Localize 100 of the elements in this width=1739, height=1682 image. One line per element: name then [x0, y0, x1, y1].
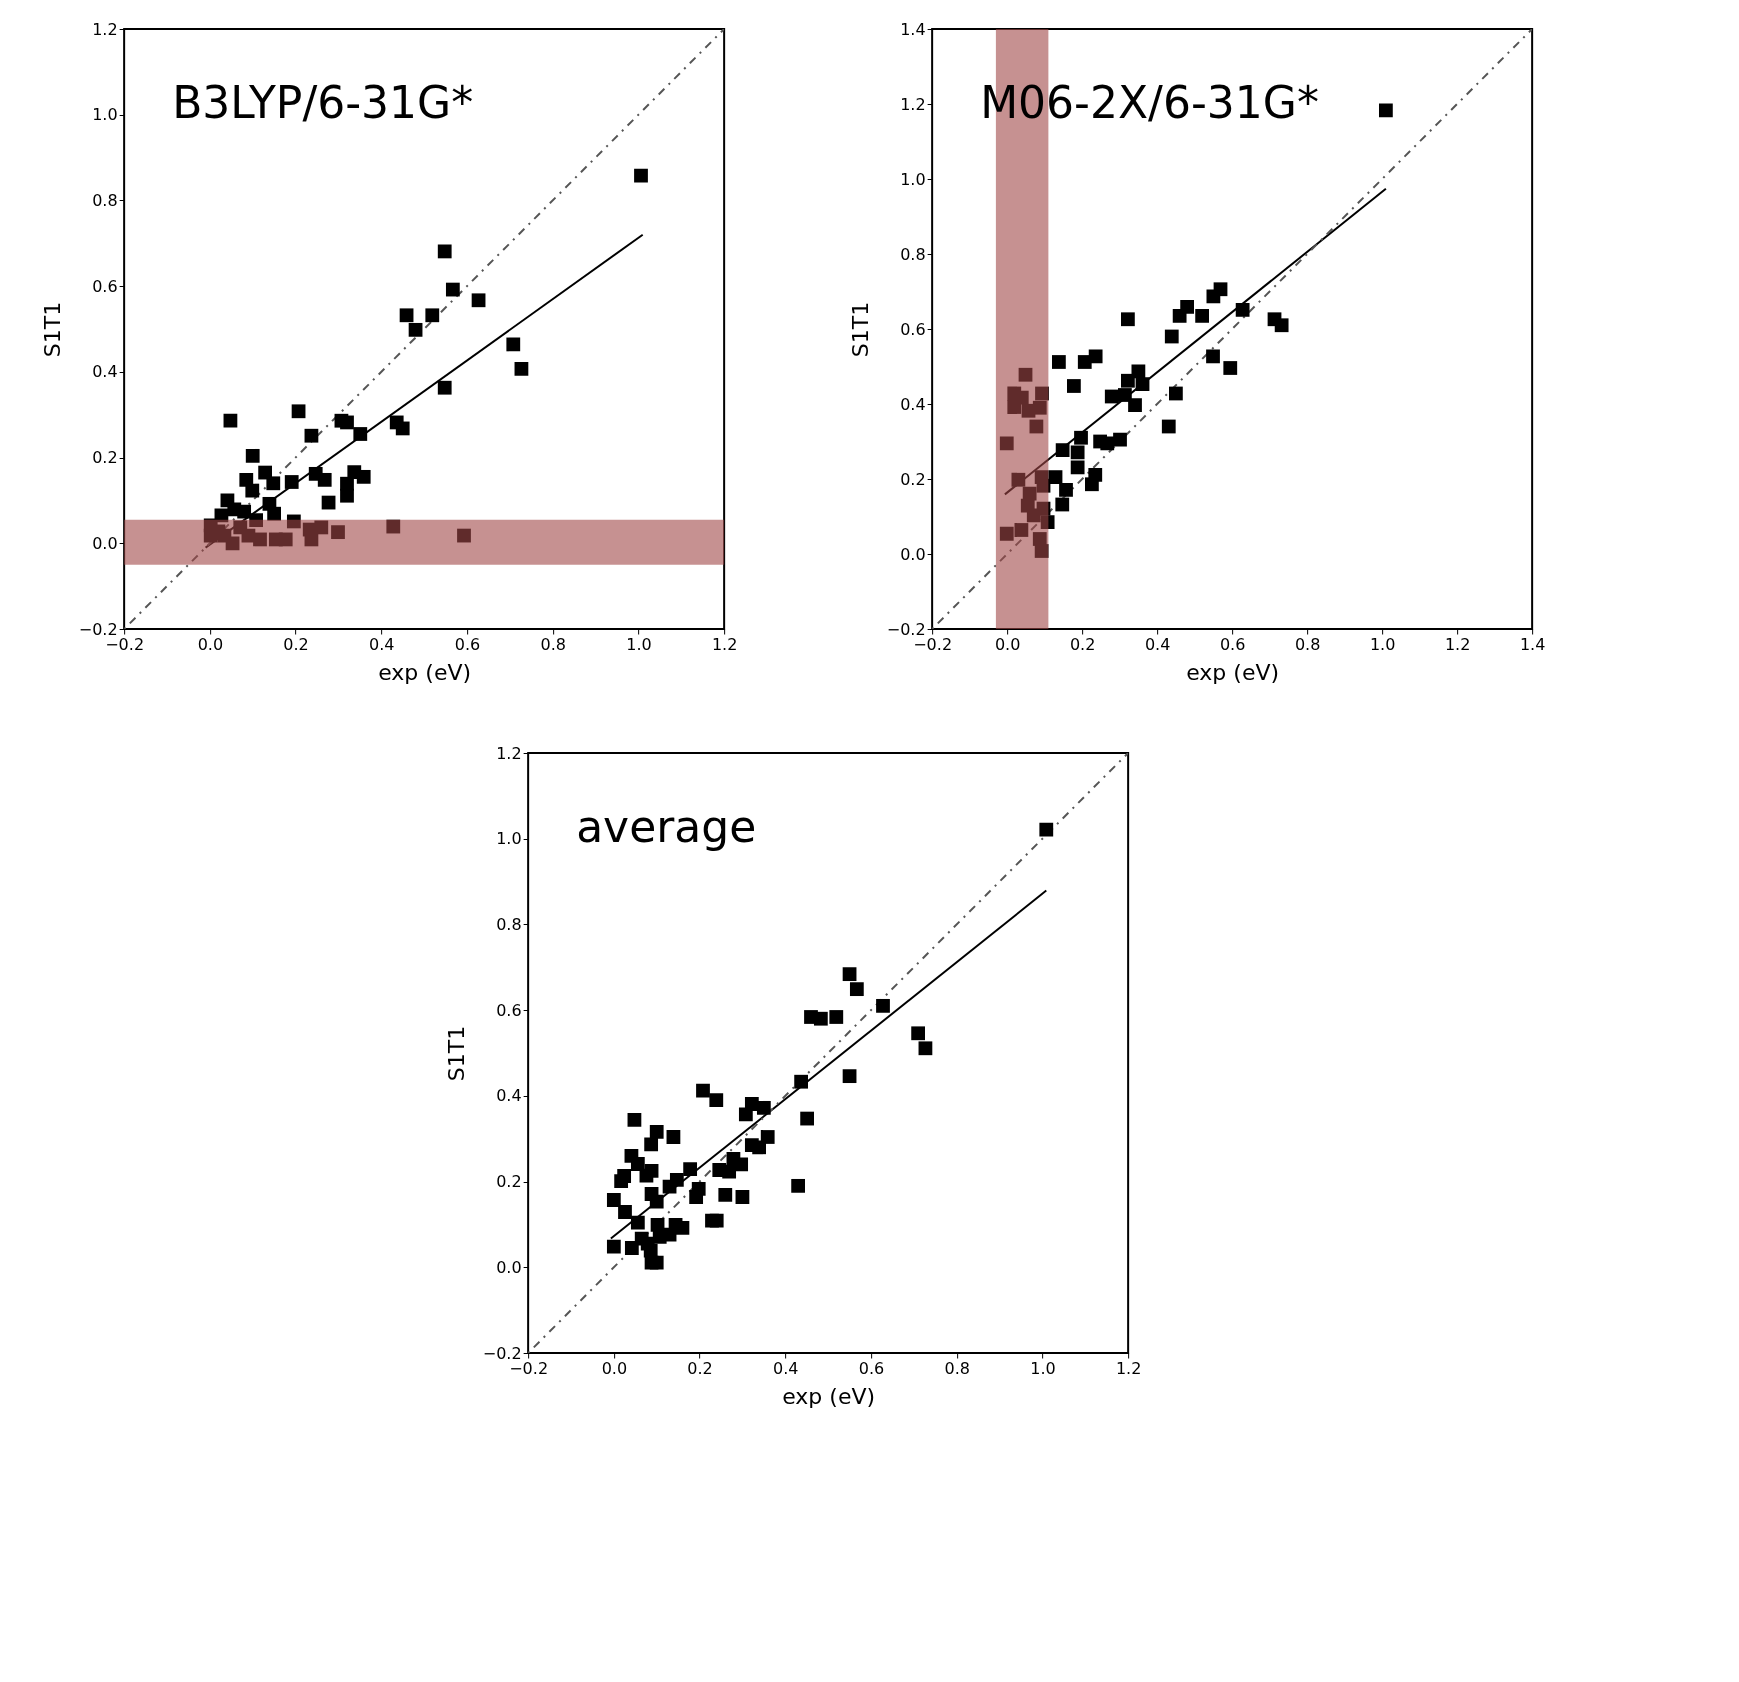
point — [353, 427, 368, 441]
y-tick-label: 1.2 — [496, 743, 522, 763]
x-axis-title: exp (eV) — [1186, 659, 1280, 685]
point — [1070, 460, 1085, 475]
point — [1052, 355, 1066, 369]
point — [437, 380, 452, 395]
point — [386, 519, 401, 534]
point — [1206, 289, 1221, 304]
point — [278, 532, 293, 547]
point — [1034, 544, 1049, 558]
point — [1169, 386, 1183, 401]
y-tick-label: 0.0 — [496, 1257, 522, 1277]
x-tick-label: 0.4 — [369, 634, 395, 654]
y-tick-label: 0.4 — [900, 394, 926, 414]
x-tick-label: 0.8 — [1294, 634, 1321, 654]
y-tick-label: 1.0 — [496, 829, 522, 849]
x-tick-label: 0.6 — [454, 634, 481, 654]
point — [1074, 430, 1088, 445]
x-tick-label: 0.0 — [197, 634, 224, 654]
point — [514, 361, 529, 376]
point — [223, 413, 238, 428]
point — [1059, 482, 1073, 497]
y-tick-label: 0.4 — [92, 362, 118, 382]
x-tick-label: 0.8 — [540, 634, 566, 654]
y-axis-title: S1T1 — [443, 1025, 469, 1082]
y-tick-label: 1.0 — [900, 169, 926, 189]
x-tick-label: 0.2 — [687, 1358, 713, 1378]
x-tick-label: 1.2 — [1115, 1358, 1142, 1378]
point — [1118, 388, 1132, 402]
point — [1040, 515, 1055, 530]
y-axis-title: S1T1 — [39, 301, 65, 358]
x-axis-title: exp (eV) — [378, 659, 472, 685]
point — [340, 488, 354, 503]
point — [245, 483, 260, 498]
point — [1164, 329, 1179, 344]
y-tick-label: 0.6 — [900, 319, 926, 339]
y-tick-label: 0.8 — [496, 914, 522, 934]
point — [245, 448, 260, 463]
point — [1055, 443, 1070, 458]
y-tick-label: 0.4 — [496, 1086, 522, 1106]
point — [1121, 312, 1135, 327]
point — [1085, 477, 1099, 492]
point — [1011, 472, 1026, 487]
point — [267, 506, 282, 521]
x-tick-label: 1.0 — [1030, 1358, 1056, 1378]
point — [1135, 377, 1150, 392]
x-tick-label: 0.2 — [1069, 634, 1096, 654]
point — [999, 526, 1014, 541]
x-tick-label: 0.0 — [601, 1358, 628, 1378]
x-tick-label: 0.2 — [283, 634, 309, 654]
point — [1055, 497, 1070, 512]
point — [1029, 419, 1044, 434]
point — [1067, 379, 1081, 393]
point — [249, 513, 264, 528]
y-tick-label: 1.2 — [900, 94, 926, 114]
text: M06-2X/6-31G* — [980, 77, 1319, 128]
point — [1379, 103, 1393, 118]
y-tick-label: 0.2 — [92, 448, 118, 468]
point — [471, 293, 486, 308]
x-tick-label: 0.6 — [858, 1358, 885, 1378]
point — [506, 337, 521, 352]
x-tick-label: 0.8 — [944, 1358, 970, 1378]
point — [1088, 349, 1103, 364]
point — [395, 421, 410, 436]
point — [233, 520, 248, 535]
point — [266, 476, 281, 491]
point — [304, 428, 319, 443]
point — [1026, 508, 1041, 523]
point — [1161, 419, 1176, 434]
y-tick-label: 0.0 — [92, 533, 118, 553]
x-axis-title: exp (eV) — [782, 1383, 876, 1409]
point — [1100, 436, 1115, 451]
point — [253, 532, 267, 547]
point — [356, 469, 371, 484]
point — [237, 504, 252, 519]
point — [1121, 373, 1135, 388]
point — [340, 415, 354, 430]
point — [399, 308, 414, 323]
x-tick-label: 1.0 — [626, 634, 652, 654]
point — [445, 282, 460, 297]
point — [1128, 398, 1142, 413]
point — [1274, 318, 1289, 333]
x-tick-label: 1.2 — [1444, 634, 1471, 654]
y-axis-title: S1T1 — [847, 301, 873, 358]
y-tick-label: 0.6 — [496, 1000, 522, 1020]
x-tick-label: 0.4 — [1144, 634, 1171, 654]
point — [314, 520, 329, 535]
point — [1223, 361, 1238, 375]
point — [1036, 478, 1051, 493]
point — [999, 436, 1014, 451]
x-tick-label: 0.6 — [1219, 634, 1246, 654]
point — [1014, 523, 1029, 537]
x-tick-label: 1.0 — [1369, 634, 1396, 654]
point — [1048, 470, 1063, 485]
point — [1206, 349, 1220, 364]
point — [1035, 386, 1049, 401]
x-tick-label: 0.4 — [773, 1358, 799, 1378]
y-tick-label: 0.8 — [900, 244, 926, 264]
point — [1007, 400, 1022, 414]
point — [457, 528, 471, 543]
